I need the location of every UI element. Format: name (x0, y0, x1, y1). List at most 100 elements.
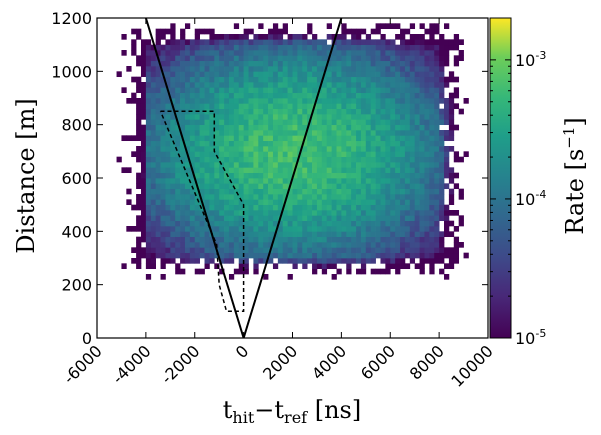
heatmap-cell (370, 146, 376, 152)
heatmap-cell (214, 199, 220, 206)
heatmap-cell (380, 242, 386, 248)
heatmap-cell (199, 226, 205, 232)
heatmap-cell (268, 151, 274, 158)
heatmap-cell (453, 226, 460, 232)
heatmap-cell (365, 215, 372, 222)
heatmap-cell (302, 140, 308, 147)
heatmap-cell (370, 130, 376, 136)
heatmap-cell (429, 188, 435, 195)
heatmap-cell (375, 82, 381, 88)
heatmap-cell (302, 258, 308, 264)
heatmap-cell (439, 44, 445, 51)
heatmap-cell (351, 167, 357, 174)
heatmap-cell (199, 204, 205, 211)
heatmap-cell (346, 87, 352, 94)
heatmap-cell (175, 130, 181, 136)
heatmap-cell (170, 98, 176, 104)
heatmap-cell (180, 82, 186, 88)
heatmap-cell (180, 231, 186, 238)
heatmap-cell (336, 199, 342, 206)
heatmap-cell (336, 124, 342, 131)
heatmap-cell (204, 44, 210, 51)
heatmap-cell (214, 178, 220, 184)
heatmap-cell (395, 242, 401, 248)
heatmap-cell (253, 188, 259, 195)
heatmap-cell (238, 140, 244, 147)
heatmap-cell (243, 44, 249, 51)
heatmap-cell (272, 247, 279, 254)
heatmap-cell (145, 242, 152, 248)
heatmap-cell (316, 204, 323, 211)
heatmap-cell (312, 44, 318, 51)
heatmap-cell (316, 135, 323, 142)
heatmap-cell (155, 39, 161, 46)
heatmap-cell (204, 151, 210, 158)
heatmap-cell (360, 140, 367, 147)
heatmap-cell (429, 172, 435, 179)
heatmap-cell (263, 151, 269, 158)
heatmap-cell (253, 146, 259, 152)
heatmap-cell (184, 76, 191, 83)
heatmap-cell (419, 204, 425, 211)
heatmap-cell (370, 183, 376, 190)
heatmap-cell (395, 135, 401, 142)
heatmap-cell (165, 66, 171, 72)
heatmap-cell (126, 66, 132, 72)
heatmap-cell (312, 87, 318, 94)
heatmap-cell (224, 44, 230, 51)
heatmap-cell (424, 87, 430, 94)
heatmap-cell (321, 231, 328, 238)
heatmap-cell (272, 236, 279, 243)
heatmap-cell (365, 60, 372, 67)
heatmap-cell (356, 71, 362, 78)
heatmap-cell (263, 50, 269, 56)
heatmap-cell (380, 215, 386, 222)
heatmap-cell (160, 210, 166, 216)
heatmap-cell (326, 204, 332, 211)
heatmap-cell (268, 92, 274, 99)
heatmap-cell (400, 162, 406, 168)
heatmap-cell (395, 146, 401, 152)
heatmap-cell (228, 140, 235, 147)
heatmap-cell (184, 87, 191, 94)
heatmap-cell (414, 210, 420, 216)
heatmap-cell (282, 87, 288, 94)
heatmap-cell (233, 268, 240, 275)
heatmap-cell (228, 146, 235, 152)
heatmap-cell (160, 242, 166, 248)
heatmap-cell (395, 215, 401, 222)
heatmap-cell (287, 151, 293, 158)
heatmap-cell (439, 236, 445, 243)
heatmap-cell (439, 178, 445, 184)
heatmap-cell (351, 71, 357, 78)
heatmap-cell (375, 66, 381, 72)
y-tick-label: 1000 (51, 62, 92, 81)
heatmap-cell (253, 114, 259, 120)
heatmap-cell (224, 71, 230, 78)
heatmap-cell (170, 55, 176, 62)
heatmap-cell (444, 114, 450, 120)
heatmap-cell (145, 178, 152, 184)
heatmap-cell (224, 140, 230, 147)
heatmap-cell (434, 119, 440, 126)
heatmap-cell (204, 226, 210, 232)
heatmap-cell (282, 210, 288, 216)
heatmap-cell (351, 98, 357, 104)
heatmap-cell (424, 199, 430, 206)
heatmap-cell (199, 252, 205, 259)
heatmap-cell (444, 162, 450, 168)
heatmap-cell (170, 82, 176, 88)
heatmap-cell (395, 119, 401, 126)
heatmap-cell (224, 146, 230, 152)
heatmap-cell (307, 39, 313, 46)
heatmap-cell (331, 226, 337, 232)
heatmap-cell (370, 82, 376, 88)
x-axis-title: thit−tref [ns] (223, 396, 361, 427)
heatmap-cell (214, 151, 220, 158)
heatmap-cell (140, 39, 147, 46)
heatmap-cell (375, 71, 381, 78)
heatmap-cell (419, 140, 425, 147)
heatmap-cell (365, 226, 372, 232)
heatmap-cell (243, 268, 249, 275)
heatmap-cell (380, 103, 386, 110)
